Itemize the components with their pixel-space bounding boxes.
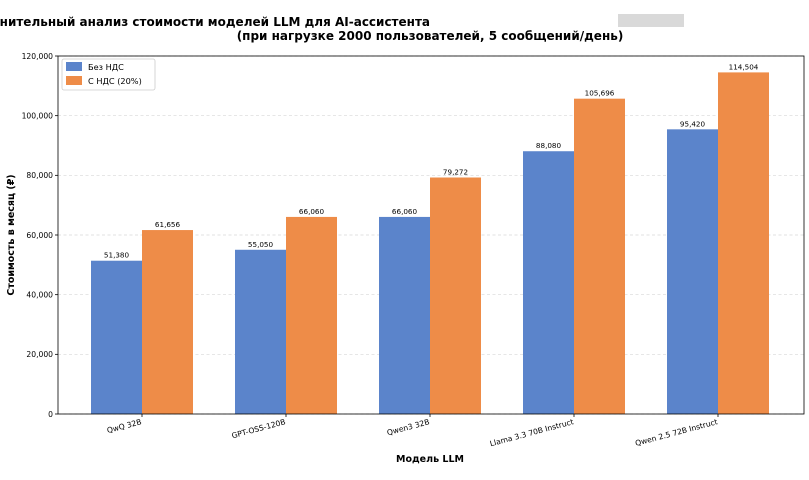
bar-value-labels: 51,380 55,050 66,060 88,080 95,420 61,656 66,0… xyxy=(104,62,759,259)
bar-value-label: 105,696 xyxy=(585,89,615,98)
redacted-title-fragment xyxy=(618,14,684,27)
bar xyxy=(286,216,337,414)
y-tick-label: 40,000 xyxy=(26,290,53,299)
bar xyxy=(430,177,481,414)
x-tick-label: Llama 3.3 70B Instruct xyxy=(489,417,575,448)
y-axis-ticks: 0 20,000 40,000 60,000 80,000 100,000 120,000 xyxy=(22,52,58,419)
bar-value-label: 66,060 xyxy=(392,207,418,216)
bar xyxy=(379,216,430,414)
x-tick-label: Qwen3 32B xyxy=(386,417,431,437)
bar-value-label: 66,060 xyxy=(299,207,325,216)
y-tick-label: 80,000 xyxy=(26,171,53,180)
bar-value-label: 79,272 xyxy=(443,168,468,177)
y-axis-label: Стоимость в месяц (₽) xyxy=(6,174,17,295)
y-tick-label: 0 xyxy=(48,410,53,419)
y-tick-label: 60,000 xyxy=(26,231,53,240)
bars xyxy=(91,72,769,415)
x-tick-label: Qwen 2.5 72B Instruct xyxy=(634,417,718,448)
bar-value-label: 51,380 xyxy=(104,251,130,260)
legend-swatch-with-vat xyxy=(66,76,82,85)
bar-value-label: 114,504 xyxy=(729,62,759,71)
legend-swatch-no-vat xyxy=(66,62,82,71)
y-tick-label: 100,000 xyxy=(22,111,54,120)
legend-label-with-vat: С НДС (20%) xyxy=(88,76,142,86)
chart-title-line-1: Сравнительный анализ стоимости моделей L… xyxy=(0,15,430,29)
x-axis-label: Модель LLM xyxy=(396,454,464,465)
bar xyxy=(235,249,286,414)
bar xyxy=(142,230,193,414)
bar-value-label: 55,050 xyxy=(248,240,274,249)
x-axis-ticks: QwQ 32B GPT-OSS-120B Qwen3 32B Llama 3.3 70… xyxy=(106,414,719,448)
bar xyxy=(667,129,718,415)
legend-box xyxy=(61,58,156,91)
bar-value-label: 61,656 xyxy=(155,220,181,229)
bar xyxy=(718,72,769,415)
bar-value-label: 88,080 xyxy=(536,141,562,150)
chart-title-line-2: (при нагрузке 2000 пользователей, 5 сооб… xyxy=(237,29,624,43)
bar xyxy=(523,151,574,414)
legend: Без НДС С НДС (20%) xyxy=(61,58,156,91)
x-tick-label: GPT-OSS-120B xyxy=(231,417,287,440)
x-tick-label: QwQ 32B xyxy=(106,417,143,435)
bar-value-label: 95,420 xyxy=(680,119,706,128)
y-tick-label: 120,000 xyxy=(22,52,54,61)
bar xyxy=(91,260,142,414)
legend-label-no-vat: Без НДС xyxy=(88,62,124,72)
bar xyxy=(574,98,625,415)
y-tick-label: 20,000 xyxy=(26,350,53,359)
